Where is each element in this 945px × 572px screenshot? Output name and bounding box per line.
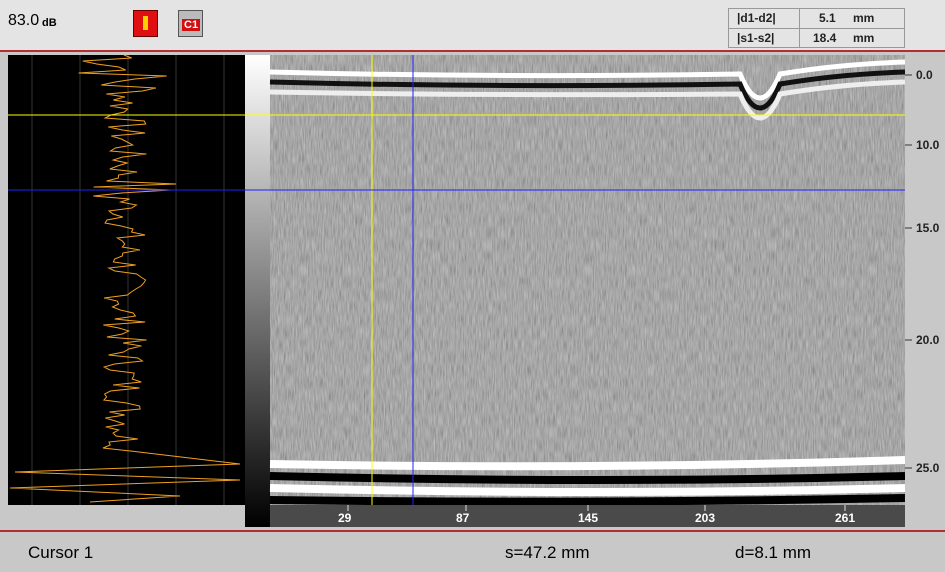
back-wall-echo [269,456,906,506]
cursor-icon[interactable]: C1 [178,10,203,37]
row-divider [729,28,904,29]
position-label: 29 [338,511,352,525]
meas-label: |d1-d2| [737,11,776,25]
depth-label: 0.0 [916,68,933,82]
a-scan [8,55,245,505]
surface-echo [269,59,906,121]
gain-value: 83.0 [8,12,40,29]
a-scan-grid [31,55,225,505]
depth-label: 25.0 [916,461,940,475]
meas-unit: mm [853,31,875,45]
col-divider [799,9,800,47]
depth-label: 15.0 [916,221,940,235]
probe-icon-mark [143,16,148,30]
cursor-s: s=47.2 mm [505,543,590,562]
measurement-box: |d1-d2| 5.1 mm |s1-s2| 18.4 mm [728,8,905,48]
gain-unit: dB [42,17,57,29]
status-bar: Cursor 1 s=47.2 mm d=8.1 mm [0,530,945,572]
meas-unit: mm [853,11,875,25]
position-label: 87 [456,511,470,525]
cursor-name: Cursor 1 [28,543,94,562]
position-label: 203 [695,511,715,525]
cursor-d: d=8.1 mm [735,543,812,562]
b-scan-noise [270,55,905,505]
meas-value: 18.4 [813,31,837,45]
meas-value: 5.1 [819,11,836,25]
depth-label: 10.0 [916,138,940,152]
a-scan-waveform [9,54,241,503]
depth-label: 20.0 [916,333,940,347]
y-axis-band [905,55,945,527]
scan-view: 0.0 10.0 15.0 20.0 25.0 29 87 145 203 261 [0,52,945,530]
gain-scale [245,55,270,527]
x-axis-band [270,505,905,527]
top-bar: 83.0 dB C1 |d1-d2| 5.1 mm |s1-s2| 18.4 m… [0,0,945,52]
position-label: 145 [578,511,598,525]
cursor-icon-label: C1 [182,19,201,31]
meas-label: |s1-s2| [737,31,775,45]
probe-icon[interactable] [133,10,158,37]
position-label: 261 [835,511,855,525]
